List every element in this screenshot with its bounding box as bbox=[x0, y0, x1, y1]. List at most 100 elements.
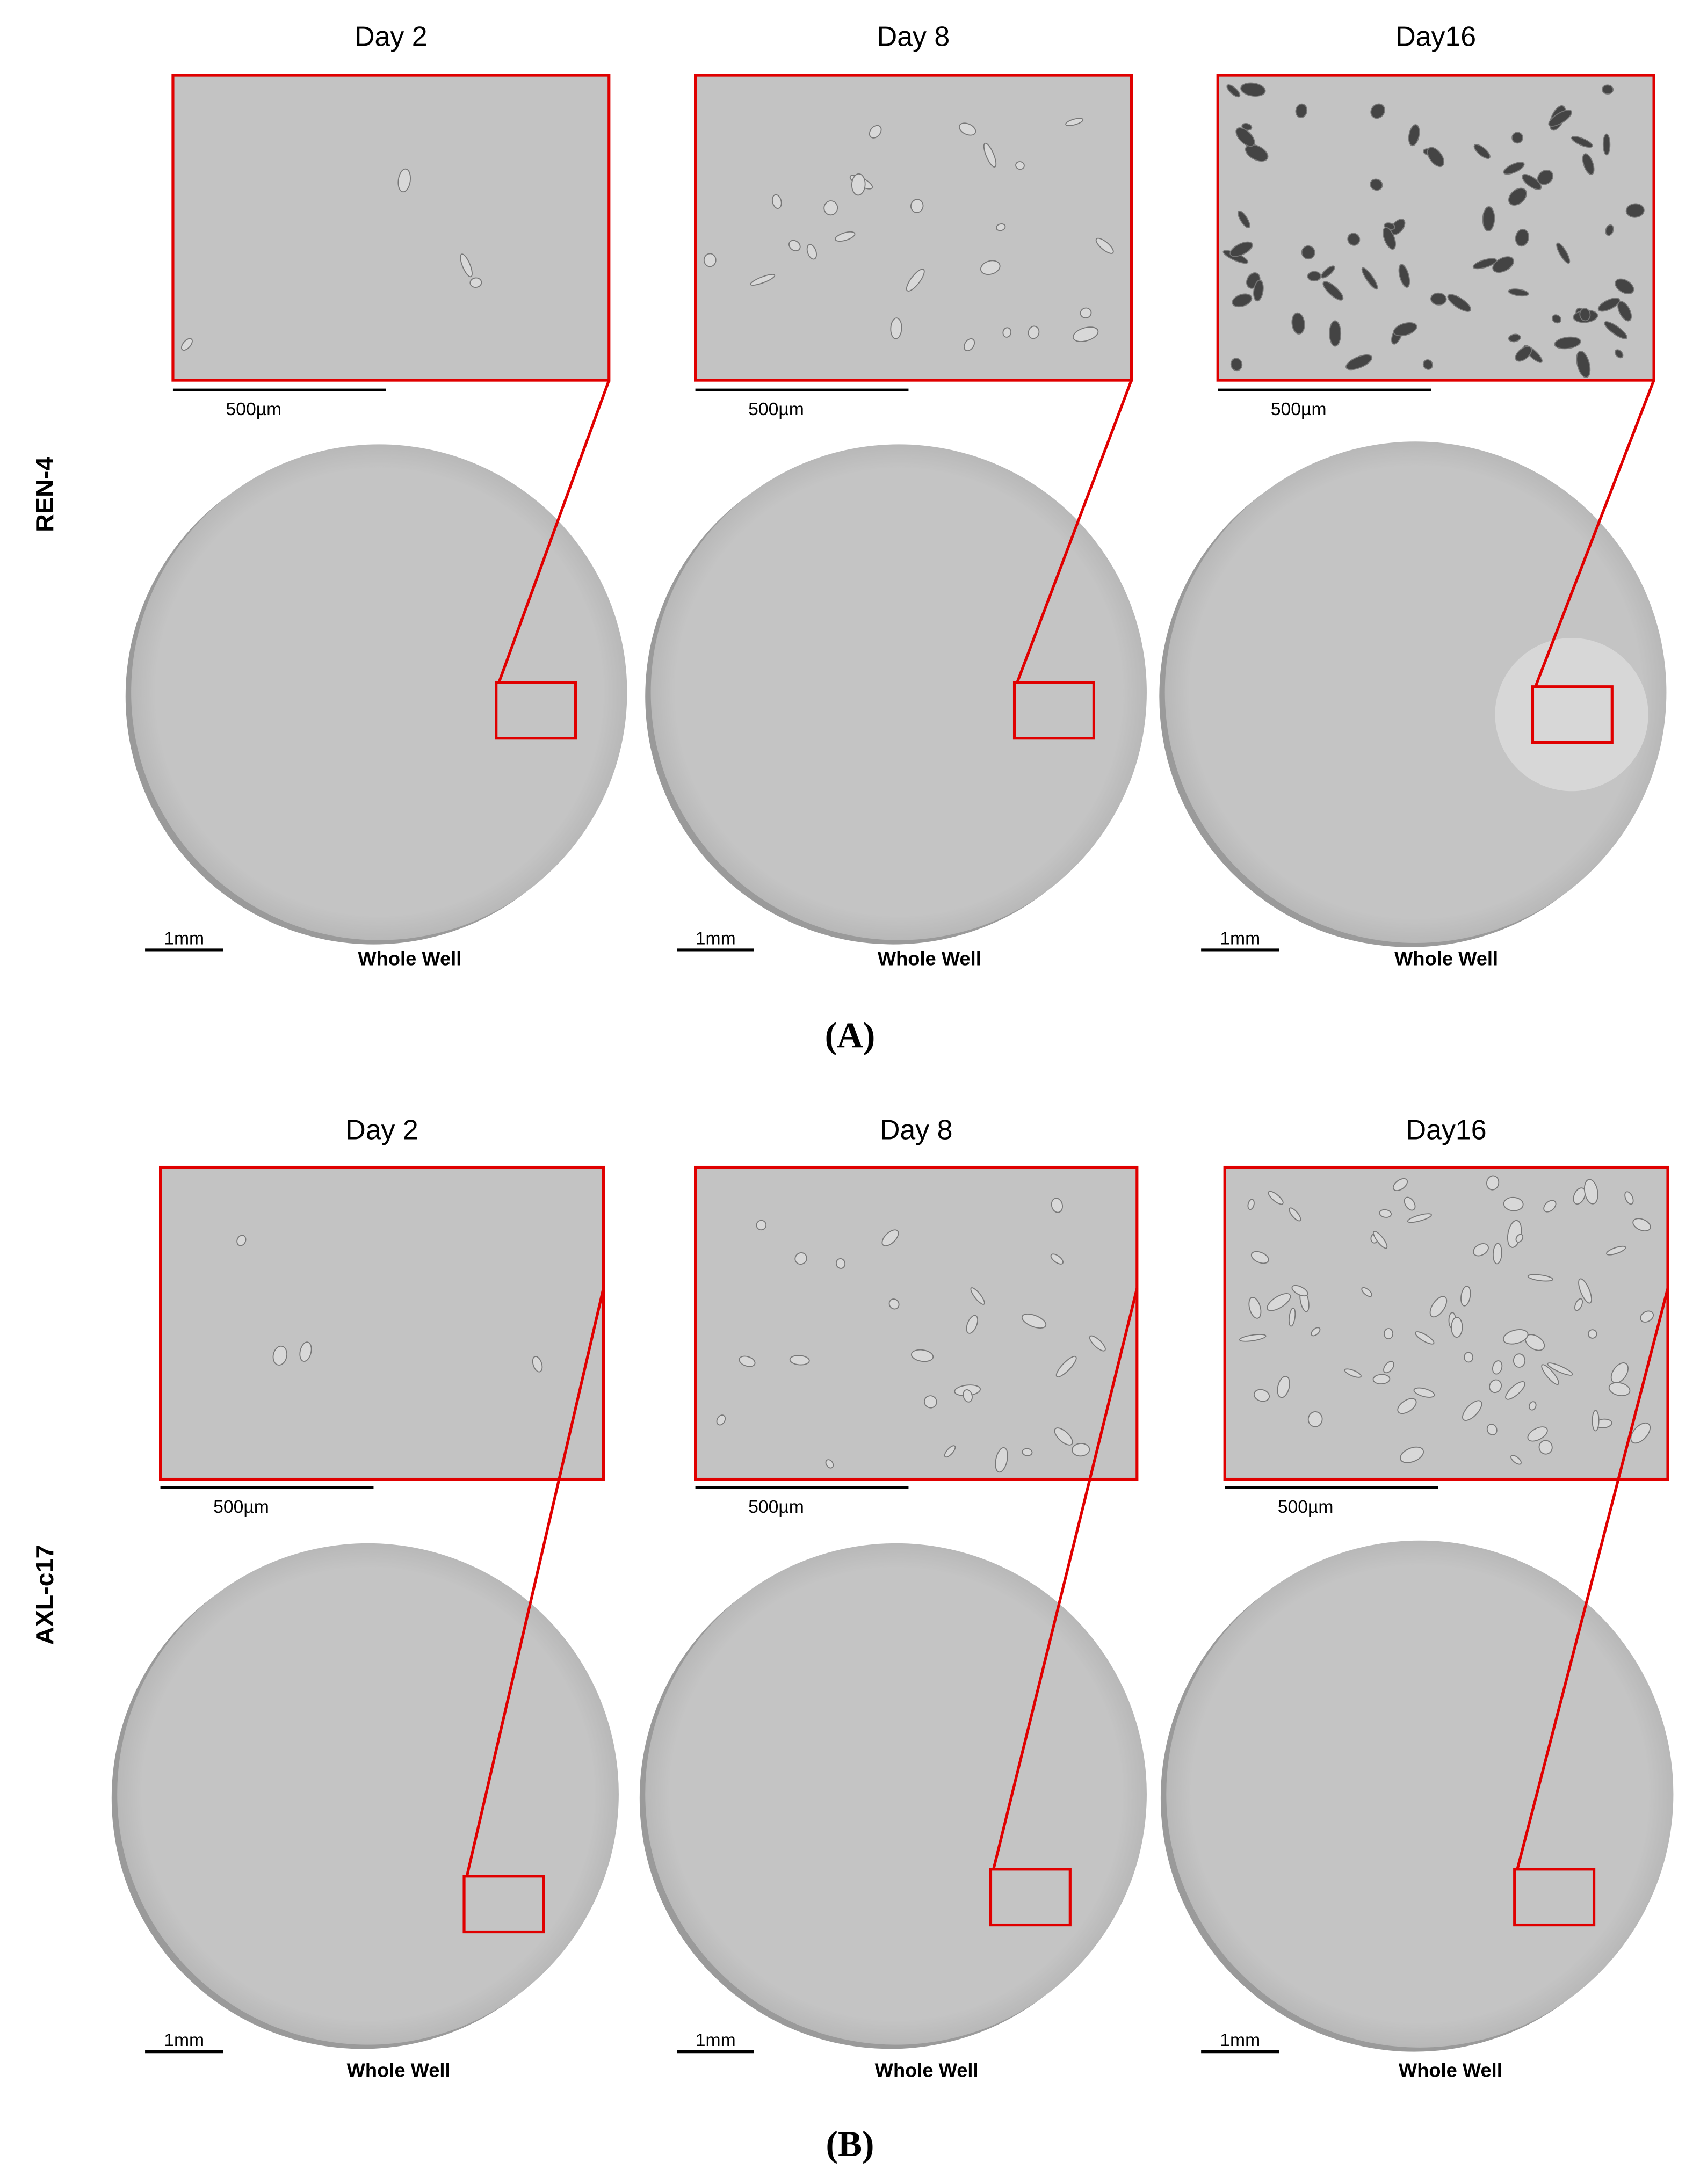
cell bbox=[970, 1287, 985, 1305]
cell bbox=[1602, 133, 1611, 156]
well-scale-label: 1mm bbox=[696, 2030, 736, 2050]
cell bbox=[1493, 1243, 1502, 1265]
cell bbox=[1422, 359, 1433, 370]
cell bbox=[1492, 1360, 1503, 1375]
cell bbox=[1502, 1329, 1529, 1345]
cell bbox=[1373, 1231, 1388, 1249]
cell bbox=[1321, 265, 1335, 279]
cell bbox=[1548, 110, 1572, 127]
cell bbox=[1289, 1307, 1296, 1327]
cell bbox=[1508, 187, 1527, 206]
cell bbox=[869, 125, 882, 139]
cell bbox=[1511, 132, 1523, 144]
cell bbox=[825, 1459, 834, 1469]
cell bbox=[1489, 1379, 1502, 1394]
cell bbox=[924, 1395, 937, 1409]
cell bbox=[1415, 1331, 1435, 1345]
cell bbox=[1608, 1382, 1631, 1396]
cell bbox=[1245, 144, 1269, 162]
zoom-image bbox=[694, 1165, 1139, 1481]
cell bbox=[1632, 1218, 1651, 1232]
zoom-image bbox=[1216, 74, 1655, 382]
panel-label: (B) bbox=[826, 2124, 874, 2164]
cell bbox=[944, 1445, 956, 1458]
cell bbox=[910, 1349, 934, 1362]
cell bbox=[1051, 1198, 1064, 1213]
cell bbox=[1289, 1207, 1301, 1222]
day-title: Day 2 bbox=[355, 21, 427, 52]
zoom-image bbox=[694, 74, 1133, 382]
cell bbox=[1554, 336, 1581, 350]
cell bbox=[1397, 1398, 1417, 1414]
cell bbox=[1393, 322, 1417, 337]
cell bbox=[1610, 1362, 1629, 1384]
cell bbox=[1605, 224, 1614, 236]
cell bbox=[772, 194, 782, 209]
cell bbox=[1473, 1243, 1489, 1257]
cell bbox=[835, 231, 856, 242]
well-label: Whole Well bbox=[878, 947, 981, 969]
roi-box bbox=[989, 1868, 1072, 1927]
day-title: Day16 bbox=[1395, 21, 1476, 52]
cell bbox=[1614, 349, 1624, 359]
cell bbox=[1226, 84, 1241, 98]
cell bbox=[739, 1355, 756, 1367]
cell bbox=[1492, 256, 1514, 273]
cell bbox=[1503, 1196, 1524, 1211]
cell bbox=[1576, 351, 1591, 378]
cell bbox=[1307, 1411, 1323, 1427]
cell bbox=[716, 1414, 726, 1426]
cell bbox=[1383, 1361, 1394, 1374]
cell bbox=[996, 223, 1006, 231]
well-label: Whole Well bbox=[875, 2059, 979, 2081]
cell bbox=[1344, 1368, 1362, 1378]
cell bbox=[469, 277, 482, 288]
cell bbox=[1361, 1287, 1372, 1297]
cell bbox=[1464, 1352, 1474, 1363]
cell bbox=[806, 244, 817, 260]
cell bbox=[1515, 228, 1529, 247]
roi-box bbox=[1531, 685, 1614, 744]
row-label: REN-4 bbox=[31, 457, 59, 532]
cell bbox=[1080, 307, 1092, 318]
cell bbox=[1253, 1389, 1270, 1402]
cell bbox=[1543, 1200, 1557, 1213]
well-label: Whole Well bbox=[1399, 2059, 1502, 2081]
cell bbox=[851, 173, 866, 196]
cell bbox=[1505, 1381, 1525, 1400]
cell bbox=[1551, 314, 1561, 324]
cell bbox=[532, 1356, 543, 1373]
cell bbox=[1460, 1286, 1471, 1307]
zoom-connector bbox=[1016, 380, 1133, 683]
cell bbox=[1430, 292, 1447, 306]
cell bbox=[1482, 206, 1495, 231]
cell bbox=[180, 338, 193, 351]
well-label: Whole Well bbox=[1394, 947, 1498, 969]
cell bbox=[750, 274, 776, 286]
cell bbox=[1413, 1387, 1435, 1398]
cell bbox=[1277, 1376, 1290, 1398]
cell bbox=[1601, 84, 1614, 95]
cell bbox=[1230, 358, 1243, 372]
roi-box bbox=[1012, 681, 1096, 740]
cell bbox=[299, 1341, 312, 1362]
well-scale-label: 1mm bbox=[696, 928, 736, 949]
cell bbox=[1462, 1400, 1482, 1421]
cell bbox=[788, 240, 801, 251]
cell bbox=[460, 253, 473, 278]
well-label: Whole Well bbox=[347, 2059, 451, 2081]
cell bbox=[1361, 267, 1378, 290]
cell bbox=[1527, 1426, 1548, 1442]
day-title: Day 2 bbox=[345, 1114, 418, 1145]
cell bbox=[1028, 325, 1040, 339]
cell bbox=[1625, 203, 1645, 218]
cell bbox=[1347, 233, 1361, 246]
cell bbox=[1640, 1310, 1654, 1323]
cell bbox=[1503, 162, 1525, 175]
cell bbox=[881, 1229, 899, 1246]
cell bbox=[995, 1447, 1008, 1473]
cell bbox=[1538, 1440, 1553, 1455]
cell bbox=[1370, 103, 1385, 119]
